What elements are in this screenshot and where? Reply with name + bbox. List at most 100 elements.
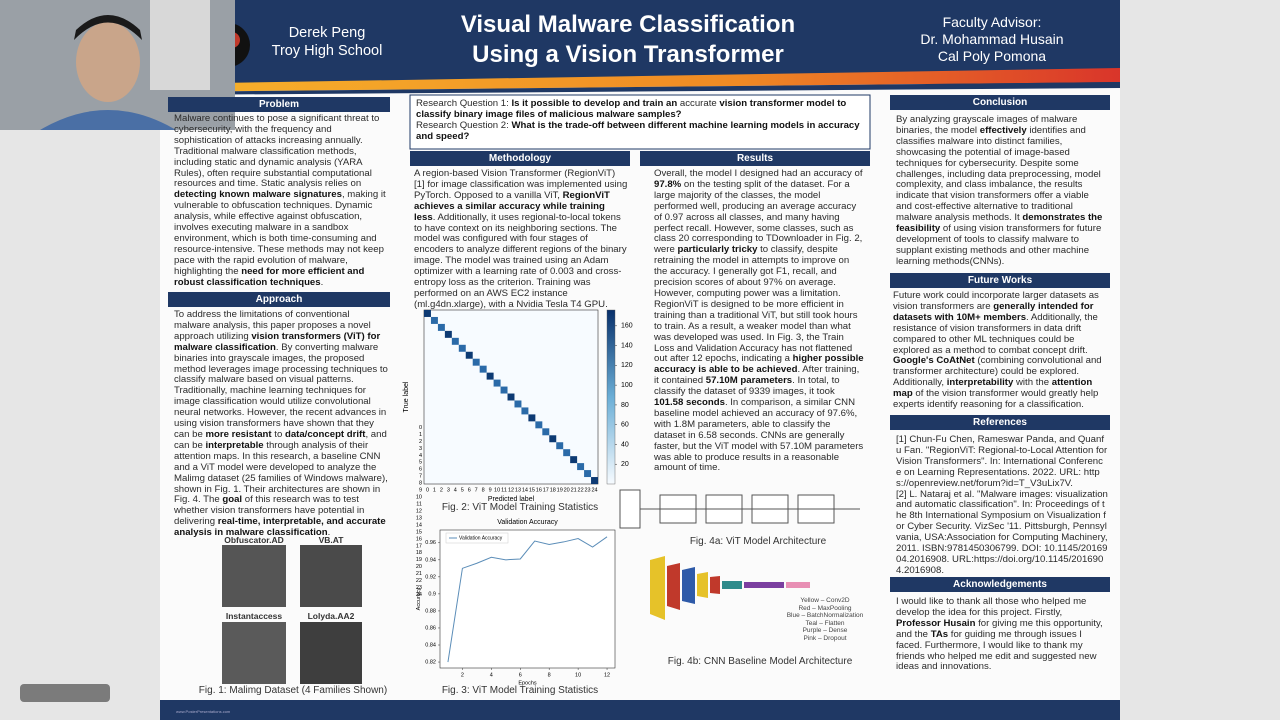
- section-heading: Conclusion: [890, 95, 1110, 110]
- bold-text: real-time, interpretable, and accurate a…: [174, 516, 386, 539]
- text: .: [327, 527, 331, 539]
- bold-text: generally intended for datasets with 10M…: [893, 300, 1094, 323]
- x-tick-label: 10: [575, 672, 581, 678]
- header-band: [160, 0, 1120, 84]
- x-axis-label: Predicted label: [488, 496, 535, 503]
- diagonal-cell: [577, 463, 585, 471]
- layer: [786, 582, 810, 588]
- x-tick-label: 0: [426, 487, 429, 493]
- text: . In comparison, a similar CNN baseline …: [654, 397, 864, 474]
- text: , and can be: [174, 428, 387, 451]
- colorbar-tick-label: 40: [621, 441, 629, 448]
- y-tick-label: 0.82: [425, 659, 436, 665]
- y-tick-label: 23: [416, 585, 422, 591]
- text: . Additionally, the resistance of vision…: [893, 311, 1098, 356]
- bold-text: RegionViT achieves a similar accuracy wh…: [414, 189, 610, 223]
- x-tick-label: 16: [536, 487, 542, 493]
- bold-text: higher possible accuracy is able to be a…: [654, 353, 864, 376]
- chart-title: Validation Accuracy: [497, 519, 558, 526]
- advisor-school: Cal Poly Pomona: [937, 48, 1047, 64]
- text: . By converting malware binaries into gr…: [174, 341, 388, 440]
- section-text: A region-based Vision Transformer (Regio…: [414, 168, 628, 311]
- y-tick-label: 0.94: [425, 557, 436, 563]
- section-text: Future work could incorporate larger dat…: [893, 290, 1107, 411]
- research-question: Research Question 1: Is it possible to d…: [416, 98, 866, 121]
- text: to: [271, 428, 285, 440]
- text: , making it vulnerable to obfuscation te…: [174, 189, 386, 277]
- x-tick-label: 7: [475, 487, 478, 493]
- text: Overall, the model I designed had an acc…: [654, 168, 863, 179]
- diagonal-cell: [556, 442, 564, 450]
- diagonal-cell: [542, 428, 550, 436]
- advisor-label: Faculty Advisor:: [942, 14, 1042, 30]
- text: for giving me this opportunity, and the: [896, 617, 1103, 640]
- bold-text: vision transformers (ViT) for malware cl…: [174, 330, 381, 353]
- section-heading: Results: [640, 151, 870, 166]
- layer: [650, 556, 665, 620]
- section-heading: Acknowledgements: [890, 577, 1110, 592]
- header-stripe: [160, 82, 1120, 95]
- x-tick-label: 4: [490, 672, 493, 678]
- text: of the vision transformer would greatly …: [893, 388, 1099, 411]
- bold-text: Is it possible to develop and train an: [508, 98, 680, 109]
- diagonal-cell: [563, 449, 571, 457]
- y-tick-label: 14: [416, 522, 422, 528]
- x-tick-label: 12: [508, 487, 514, 493]
- x-tick-label: 1: [433, 487, 436, 493]
- text: Malware continues to pose a significant …: [174, 113, 380, 190]
- block: [619, 489, 641, 529]
- y-tick-label: 5: [419, 460, 422, 466]
- layer: [744, 582, 784, 588]
- x-tick-label: 6: [519, 672, 522, 678]
- diagonal-cell: [444, 330, 452, 338]
- bold-text: need for more efficient and robust class…: [174, 265, 365, 288]
- bold-text: interpretability: [946, 377, 1014, 389]
- text: accurate: [679, 98, 717, 109]
- section-heading: References: [890, 415, 1110, 430]
- bold-text: more resistant: [205, 428, 272, 440]
- bold-text: 57.10M parameters: [705, 375, 793, 387]
- colorbar-tick-label: 120: [621, 362, 633, 369]
- text: Research Question 2:: [416, 119, 509, 131]
- diagonal-cell: [472, 358, 480, 366]
- x-tick-label: 2: [440, 487, 443, 493]
- section-text: I would like to thank all those who help…: [896, 596, 1108, 673]
- title: Visual Malware Classification Using a Vi…: [420, 10, 836, 70]
- colorbar-tick-label: 20: [621, 461, 629, 468]
- hair: [74, 15, 142, 40]
- y-tick-label: 0.84: [425, 642, 436, 648]
- text: Future work could incorporate larger dat…: [893, 290, 1099, 312]
- text: (combining convolutional and transformer…: [893, 355, 1102, 389]
- bold-text: 97.8%: [654, 178, 682, 190]
- list-item: Pink – Dropout: [803, 634, 847, 642]
- text: . Additionally, it uses regional-to-loca…: [414, 211, 627, 310]
- x-tick-label: 19: [557, 487, 563, 493]
- diagonal-cell: [500, 386, 508, 394]
- y-tick-label: 7: [419, 474, 422, 480]
- diagonal-cell: [424, 310, 431, 317]
- x-tick-label: 8: [548, 672, 551, 678]
- x-tick-label: 17: [543, 487, 549, 493]
- sample-image: [222, 622, 286, 684]
- y-tick-label: 19: [416, 557, 422, 563]
- school: Troy High School: [271, 43, 383, 59]
- layer: [667, 563, 680, 610]
- y-tick-label: 0.88: [425, 608, 436, 614]
- y-tick-label: 11: [416, 501, 422, 507]
- bold-text: Google's CoAtNet: [893, 355, 975, 367]
- list-item: [2] L. Nataraj et al. "Malware images: v…: [896, 488, 1108, 576]
- list-item: Yellow – Conv2D: [800, 597, 850, 604]
- footer: www.PosterPresentations.com: [176, 709, 231, 714]
- bold-text: TAs: [930, 628, 949, 640]
- diagonal-cell: [514, 400, 522, 408]
- diagonal-cell: [479, 365, 487, 373]
- text: To address the limitations of convention…: [174, 309, 371, 342]
- section-heading: Problem: [168, 97, 390, 112]
- x-tick-label: 4: [454, 487, 457, 493]
- diagonal-cell: [437, 323, 445, 331]
- plot-area: [439, 529, 616, 669]
- sample-label: Lolyda.AA2: [307, 611, 355, 621]
- text: identifies and classifies malware into d…: [896, 124, 1101, 224]
